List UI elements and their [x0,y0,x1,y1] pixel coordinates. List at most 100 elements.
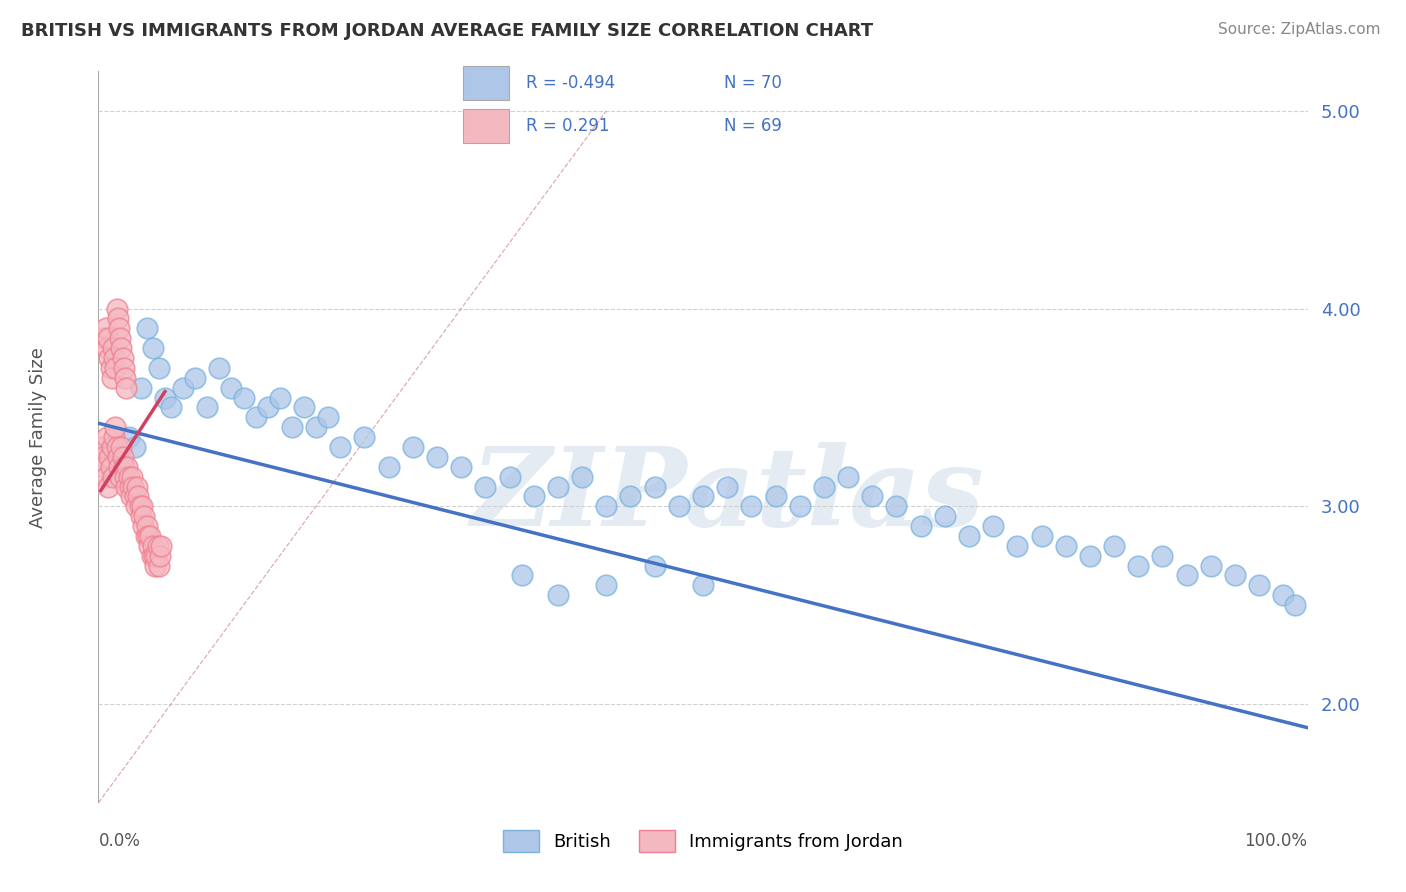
Bar [463,66,509,100]
Point [100,360,122,375]
Point [103,351,125,365]
Point [160,401,183,415]
Point [136,529,159,543]
Point [221,381,243,395]
Point [108,331,131,345]
Point [101,469,124,483]
Point [281,420,304,434]
Point [1102,539,1125,553]
Point [118,430,141,444]
Point [94,321,117,335]
Point [135,321,157,335]
Point [100,371,122,385]
Point [1031,529,1053,543]
Point [377,459,399,474]
Point [105,450,128,464]
Point [115,381,138,395]
Point [305,420,328,434]
Point [1152,549,1174,563]
Point [523,489,546,503]
Point [146,539,169,553]
Point [402,440,425,454]
Point [104,360,127,375]
Point [1007,539,1029,553]
Point [547,479,569,493]
Point [450,459,472,474]
Point [104,420,127,434]
Text: Source: ZipAtlas.com: Source: ZipAtlas.com [1218,22,1381,37]
Point [145,549,167,563]
Point [1199,558,1222,573]
Point [91,440,114,454]
Point [692,578,714,592]
Point [716,479,738,493]
Point [668,500,690,514]
Text: Average Family Size: Average Family Size [30,347,46,527]
Point [474,479,496,493]
Point [98,351,121,365]
Point [644,558,666,573]
Point [740,500,762,514]
Point [148,360,170,375]
Point [96,341,118,355]
Point [1054,539,1077,553]
Point [981,519,1004,533]
Point [125,500,148,514]
Text: ZIPatlas: ZIPatlas [470,442,984,549]
Point [934,509,956,524]
Point [329,440,352,454]
Point [837,469,859,483]
Point [153,391,176,405]
Point [619,489,641,503]
Point [129,381,152,395]
Text: R = 0.291: R = 0.291 [526,118,609,136]
Point [98,450,121,464]
Point [114,371,136,385]
Point [208,360,231,375]
Point [245,410,267,425]
Point [142,341,165,355]
Point [97,331,120,345]
Point [498,469,520,483]
Bar [463,110,509,144]
Point [1284,598,1306,612]
Point [108,459,131,474]
Point [121,469,143,483]
Point [184,371,207,385]
Point [110,440,132,454]
Point [256,401,278,415]
Point [143,558,166,573]
Point [108,321,131,335]
Point [195,401,218,415]
Point [547,588,569,602]
Point [292,401,315,415]
Point [112,459,135,474]
Point [141,549,163,563]
Point [118,479,141,493]
Point [111,351,134,365]
Point [105,440,128,454]
Point [143,549,166,563]
Point [91,450,114,464]
Point [111,459,134,474]
Point [232,391,254,405]
Point [107,311,129,326]
Point [957,529,980,543]
Point [1223,568,1246,582]
Point [111,450,134,464]
Point [93,459,115,474]
Point [112,360,135,375]
Legend: British, Immigrants from Jordan: British, Immigrants from Jordan [496,823,910,860]
Point [127,479,149,493]
Point [96,430,118,444]
Point [510,568,533,582]
Point [134,509,156,524]
Point [124,440,146,454]
Point [150,539,173,553]
Point [172,381,194,395]
Point [148,558,170,573]
Text: BRITISH VS IMMIGRANTS FROM JORDAN AVERAGE FAMILY SIZE CORRELATION CHART: BRITISH VS IMMIGRANTS FROM JORDAN AVERAG… [21,22,873,40]
Point [93,331,115,345]
Point [103,430,125,444]
Text: 100.0%: 100.0% [1244,832,1308,850]
